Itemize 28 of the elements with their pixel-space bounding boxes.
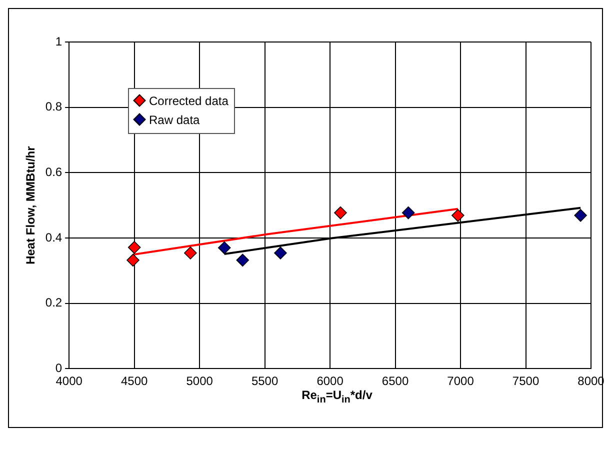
- point: [126, 254, 140, 267]
- legend-label: Corrected data: [149, 94, 228, 108]
- x-tick-label: 5500: [251, 374, 278, 388]
- point: [334, 206, 347, 220]
- y-tick-label: 1: [55, 34, 62, 48]
- y-tick-label: 0: [55, 360, 62, 375]
- point: [218, 241, 231, 254]
- x-axis-title: Re$_{in}$=U$_{in}$*d/v: [300, 388, 374, 406]
- x-tick-label: 6000: [316, 374, 344, 388]
- y-tick-label: 0.8: [45, 100, 62, 114]
- point: [402, 206, 415, 220]
- x-tick-label: 7500: [512, 374, 540, 388]
- legend-label: Raw data: [149, 113, 200, 127]
- point: [128, 241, 141, 254]
- y-axis-title: Heat Flow, MMBtu/hr: [24, 146, 38, 264]
- y-tick-label: 0.2: [45, 296, 62, 310]
- y-tick-label: 0.4: [45, 230, 62, 244]
- point: [184, 246, 197, 260]
- point: [452, 209, 464, 222]
- x-tick-label: 7000: [447, 374, 474, 388]
- x-tick-label: 4000: [56, 374, 83, 388]
- point: [236, 254, 250, 267]
- x-tick-label: 5000: [186, 374, 214, 388]
- x-tick-label: 6500: [382, 374, 409, 388]
- y-tick-label: 0.6: [45, 164, 62, 179]
- x-tick-label: 4500: [120, 374, 148, 388]
- point: [274, 246, 287, 260]
- point: [574, 209, 587, 222]
